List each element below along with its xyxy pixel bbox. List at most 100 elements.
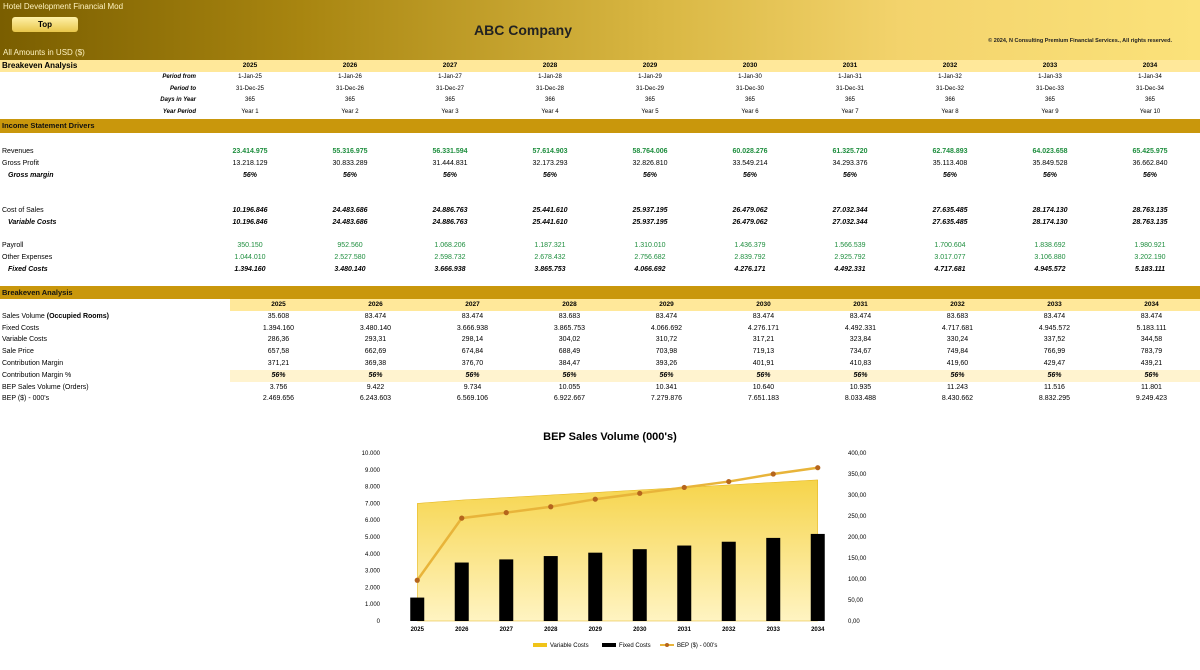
bep-point (414, 577, 420, 583)
year-cell: 2028 (542, 62, 558, 69)
bep-row-value: 384,47 (558, 359, 581, 367)
row-value: 25.937.195 (632, 218, 668, 226)
copyright-text: © 2024, N Consulting Premium Financial S… (988, 38, 1172, 44)
bep-row: BEP ($) - 000's 2.469.656 6.243.603 6.569.1… (0, 393, 1200, 405)
left-tick-label: 8.000 (365, 485, 381, 491)
row-value: 2.527.580 (334, 254, 366, 262)
bep-row-value: 83.474 (1140, 312, 1163, 320)
row-value: 1.436.379 (734, 242, 766, 250)
section-breakeven: Breakeven Analysis (0, 286, 1200, 300)
left-tick-label: 3.000 (365, 569, 381, 575)
row-value: 24.886.763 (432, 218, 468, 226)
row-value: 56% (842, 171, 857, 179)
row-value: 25.937.195 (632, 206, 668, 214)
period-value: 1-Jan-26 (338, 73, 362, 80)
left-tick-label: 9.000 (365, 468, 381, 474)
section-income-drivers: Income Statement Drivers (0, 119, 1200, 133)
bep-row-value: 783,79 (1140, 348, 1163, 356)
bep-row-value: 11.516 (1044, 383, 1065, 391)
top-banner: Hotel Development Financial Mod Top ABC … (0, 0, 1200, 60)
year-cell: 2029 (642, 62, 658, 69)
row-value: 1.394.160 (234, 265, 266, 273)
year-cell: 2025 (230, 299, 327, 311)
bep-chart: BEP Sales Volume (000's) 10.000 9.000 8.000… (350, 425, 870, 665)
row-value: 56% (1042, 171, 1057, 179)
row-value: 35.113.408 (932, 159, 968, 167)
row-value: 55.316.975 (332, 148, 368, 155)
year-cell: 2030 (742, 62, 758, 69)
bep-row-value: 56% (1103, 369, 1200, 382)
row-value: 2.756.682 (634, 254, 666, 262)
bep-row-value: 439,21 (1140, 359, 1163, 367)
row-value: 4.276.171 (734, 265, 766, 273)
bep-row-label: Sale Price (0, 346, 230, 358)
bep-row-value: 719,13 (752, 348, 775, 356)
bep-point (681, 484, 687, 491)
bep-row-value: 11.801 (1141, 383, 1162, 391)
period-value: 31-Dec-27 (435, 85, 464, 92)
right-tick-label: 50,00 (848, 598, 864, 604)
period-value: Year 10 (1139, 109, 1161, 116)
bep-row-value: 56% (230, 369, 327, 382)
row-value: 3.865.753 (534, 265, 566, 273)
bep-row-value: 10.341 (655, 383, 678, 391)
year-cell: 2026 (327, 299, 424, 311)
bep-row-value: 369,38 (364, 359, 387, 367)
row-label: Gross margin (8, 171, 54, 179)
section-title: Breakeven Analysis (2, 288, 73, 297)
fixed-costs-bar (810, 533, 825, 621)
chart-title: BEP Sales Volume (000's) (543, 431, 677, 443)
row-value: 27.635.485 (932, 218, 968, 226)
bep-row-label: Sales Volume (Occupied Rooms) (0, 311, 230, 323)
period-value: Year 5 (641, 109, 659, 116)
bep-row-value: 8.430.662 (941, 395, 974, 403)
row-value: 26.479.062 (732, 218, 768, 226)
bep-label-text: BEP ($) - 000's (2, 395, 50, 403)
bep-row-value: 317,21 (752, 336, 775, 344)
row-value: 350.150 (237, 242, 263, 250)
period-value: 31-Dec-31 (835, 85, 864, 92)
period-row: Period from 1-Jan-25 1-Jan-26 1-Jan-27 1-Jan… (0, 72, 1200, 84)
fixed-costs-bar (721, 541, 736, 621)
bep-row-value: 429,47 (1043, 359, 1066, 367)
row-value: 56% (242, 171, 257, 179)
bep-row-label: Fixed Costs (0, 323, 230, 335)
row-value: 26.479.062 (732, 206, 768, 214)
variable-costs-area (417, 479, 818, 622)
bep-row-value: 9.249.423 (1135, 395, 1168, 403)
bep-row-value: 7.279.876 (650, 395, 683, 403)
bep-row-value: 35.608 (267, 312, 290, 320)
app-title: Hotel Development Financial Mod (3, 2, 124, 11)
period-value: 31-Dec-26 (335, 85, 364, 92)
row-value: 24.483.686 (332, 218, 368, 226)
right-tick-label: 400,00 (848, 451, 867, 457)
bep-row-value: 9.734 (463, 383, 482, 391)
bep-row-value: 1.394.160 (262, 324, 295, 332)
row-value: 27.032.344 (832, 218, 868, 226)
bep-row-value: 56% (424, 369, 521, 382)
row-value: 2.678.432 (534, 254, 566, 262)
bep-row-value: 688,49 (558, 348, 581, 356)
bep-row-value: 10.055 (558, 383, 581, 391)
bep-row-label: BEP ($) - 000's (0, 393, 230, 405)
bep-row-value: 5.183.111 (1136, 324, 1167, 332)
legend-swatch-variable (533, 643, 547, 647)
bep-label-text: Contribution Margin (2, 359, 64, 367)
row-variable-costs: Variable Costs 10.196.846 24.483.686 24.886… (0, 217, 1200, 229)
bep-row-value: 83.474 (461, 312, 484, 320)
period-value: 365 (244, 97, 255, 104)
bep-chart-svg: BEP Sales Volume (000's) 10.000 9.000 8.000… (362, 431, 867, 649)
bep-row-value: 662,69 (364, 348, 387, 356)
bep-row-value: 6.569.106 (456, 395, 489, 403)
bep-row-value: 657,58 (267, 348, 290, 356)
bep-row-value: 11.243 (947, 383, 968, 391)
top-button[interactable]: Top (12, 17, 78, 32)
period-value: 365 (644, 97, 655, 104)
bep-row-label: Contribution Margin (0, 358, 230, 370)
bep-label-text: Variable Costs (2, 336, 48, 344)
period-value: Year 3 (441, 109, 459, 116)
bep-row-value: 10.935 (849, 383, 872, 391)
row-value: 3.017.077 (934, 254, 966, 262)
spacer-row (0, 229, 1200, 241)
bep-row-value: 419,60 (946, 359, 969, 367)
